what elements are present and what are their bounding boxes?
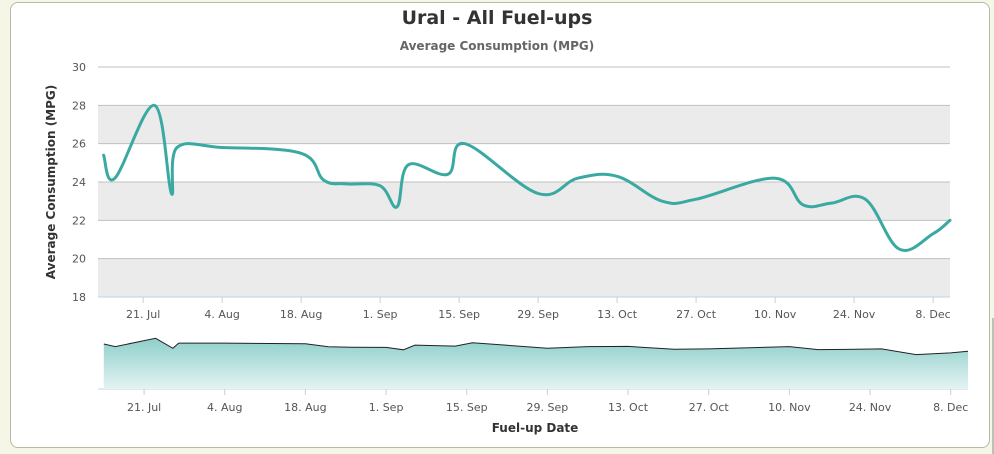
x-tick-label: 24. Nov — [833, 308, 876, 321]
x-tick-label: 15. Sep — [438, 308, 480, 321]
navigator-tick-label: 29. Sep — [527, 401, 569, 414]
navigator-tick-label: 24. Nov — [849, 401, 892, 414]
navigator-tick-label: 10. Nov — [768, 401, 811, 414]
x-tick-label: 4. Aug — [204, 308, 239, 321]
plot-band — [98, 105, 950, 144]
navigator-tick-label: 27. Oct — [689, 401, 730, 414]
chart-subtitle: Average Consumption (MPG) — [399, 39, 595, 53]
x-tick-label: 10. Nov — [754, 308, 797, 321]
series-line — [102, 103, 952, 252]
y-tick-label: 22 — [72, 214, 86, 227]
y-tick-label: 26 — [72, 138, 86, 151]
y-tick-label: 30 — [72, 61, 86, 74]
plot-band — [98, 182, 950, 221]
x-tick-label: 18. Aug — [280, 308, 322, 321]
y-tick-label: 18 — [72, 291, 86, 304]
navigator-tick-label: 18. Aug — [284, 401, 326, 414]
x-tick-label: 13. Oct — [597, 308, 638, 321]
x-tick-label: 29. Sep — [517, 308, 559, 321]
y-tick-label: 20 — [72, 253, 86, 266]
x-tick-label: 1. Sep — [363, 308, 398, 321]
navigator-tick-label: 15. Sep — [446, 401, 488, 414]
plot-band — [98, 258, 950, 297]
navigator-tick-label: 4. Aug — [207, 401, 242, 414]
x-tick-label: 27. Oct — [676, 308, 717, 321]
x-tick-label: 21. Jul — [126, 308, 160, 321]
navigator-tick-label: 8. Dec — [933, 401, 968, 414]
x-tick-label: 8. Dec — [915, 308, 950, 321]
navigator-tick-label: 13. Oct — [608, 401, 649, 414]
chart-title: Ural - All Fuel-ups — [401, 7, 593, 29]
navigator-tick-label: 21. Jul — [127, 401, 161, 414]
y-tick-label: 28 — [72, 99, 86, 112]
navigator-tick-label: 1. Sep — [369, 401, 404, 414]
navigator-line — [103, 337, 969, 356]
x-axis-title: Fuel-up Date — [492, 421, 579, 435]
y-axis-title: Average Consumption (MPG) — [44, 85, 58, 279]
navigator-area — [103, 338, 968, 389]
y-tick-label: 24 — [72, 176, 86, 189]
